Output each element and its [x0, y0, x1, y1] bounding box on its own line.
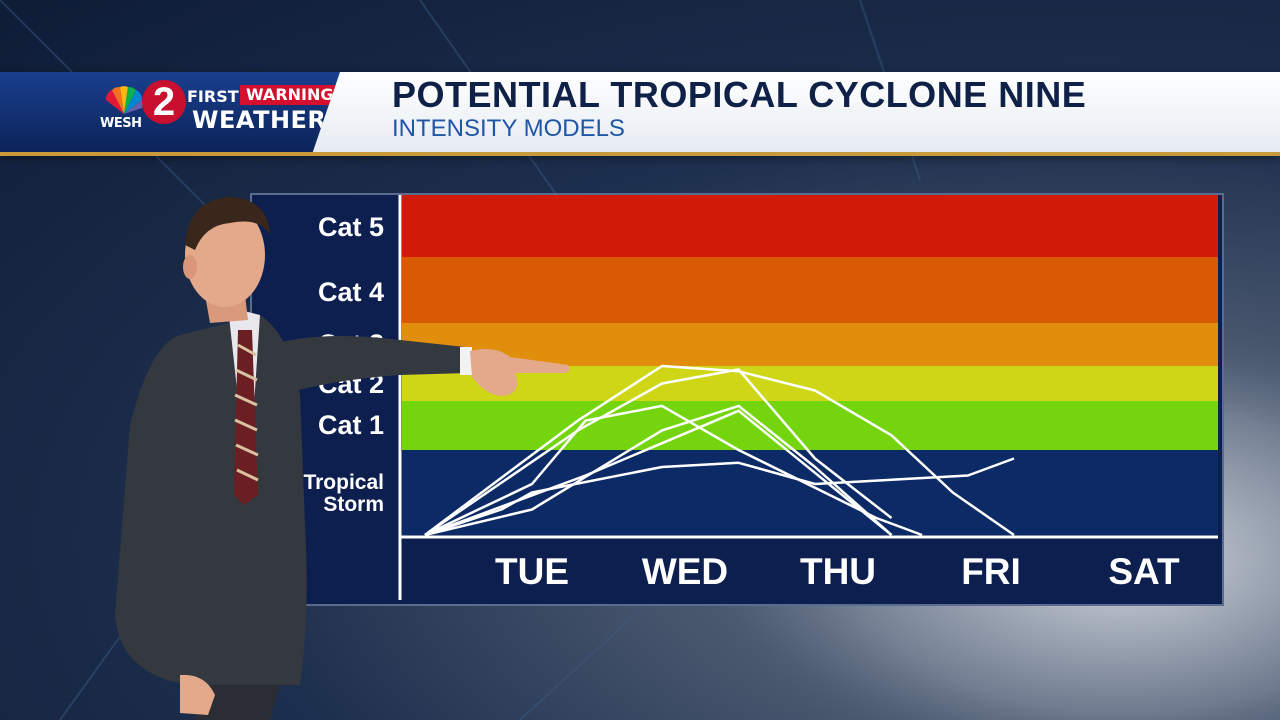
band-cat3: [402, 323, 1218, 366]
header-banner: WESH 2 FIRST WARNING › WEATHER POTENTIAL…: [0, 72, 1280, 156]
y-label-cat1: Cat 1: [318, 410, 384, 440]
band-cat4: [402, 257, 1218, 323]
band-cat5: [402, 195, 1218, 257]
band-cat1: [402, 401, 1218, 450]
brand-first: FIRST: [187, 87, 239, 106]
model-line-1: [424, 364, 1015, 537]
model-line-3: [424, 404, 923, 537]
x-tick-label-fri: FRI: [961, 551, 1021, 592]
page-title: POTENTIAL TROPICAL CYCLONE NINE: [392, 74, 1087, 115]
presenter: [115, 197, 570, 720]
model-line-6: [424, 409, 893, 537]
station-call-letters: WESH: [100, 116, 142, 131]
y-label-cat5: Cat 5: [318, 212, 384, 242]
y-label-cat4: Cat 4: [318, 277, 384, 307]
x-tick-label-sat: SAT: [1108, 551, 1180, 592]
y-label-ts-2: Storm: [323, 493, 384, 516]
x-tick-label-wed: WED: [642, 551, 728, 592]
model-line-4: [424, 404, 893, 537]
peacock-icon: [105, 86, 143, 114]
brand-warning: WARNING: [240, 85, 340, 105]
brand-weather: WEATHER: [192, 106, 327, 134]
station-logo: WESH 2 FIRST WARNING › WEATHER: [0, 72, 340, 152]
x-tick-label-thu: THU: [800, 551, 876, 592]
model-line-2: [424, 368, 893, 537]
x-tick-label-tue: TUE: [495, 551, 569, 592]
page-subtitle: INTENSITY MODELS: [392, 115, 625, 142]
channel-number: 2: [142, 80, 186, 124]
chevron-right-icon: ›: [332, 84, 340, 105]
y-label-ts-1: Tropical: [303, 471, 384, 494]
